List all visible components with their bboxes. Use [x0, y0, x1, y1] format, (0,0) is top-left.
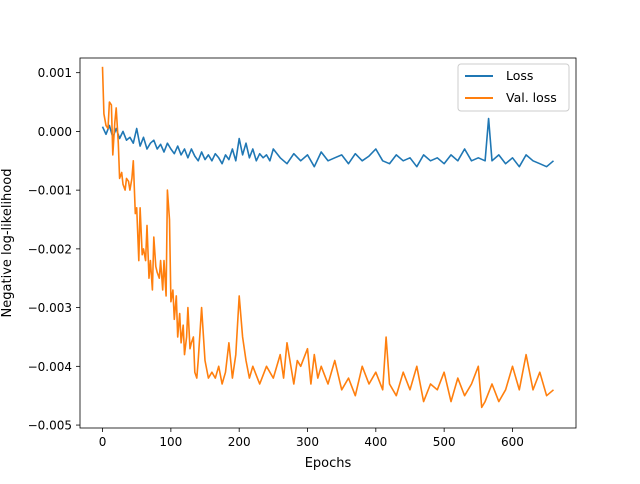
series-line-loss	[101, 117, 555, 168]
x-tick-label: 500	[433, 435, 456, 449]
legend-label-val-loss: Val. loss	[506, 90, 557, 105]
y-tick-label: −0.002	[28, 242, 72, 256]
x-tick-label: 100	[159, 435, 182, 449]
series-layer	[101, 66, 555, 409]
x-axis-label: Epochs	[305, 456, 352, 471]
x-tick-label: 0	[99, 435, 107, 449]
y-axis-label: Negative log-likelihood	[0, 169, 15, 318]
x-tick-label: 400	[364, 435, 387, 449]
plot-frame	[79, 57, 577, 429]
series-line-val-loss	[101, 66, 555, 409]
y-tick-label: −0.001	[28, 184, 72, 198]
y-tick-label: −0.004	[28, 360, 72, 374]
legend: Loss Val. loss	[457, 63, 570, 112]
x-tick-label: 600	[501, 435, 524, 449]
tick-layer: 0 100 200 300 400 500 600 0.001 0.000 −0.001 −0.00…	[28, 66, 524, 449]
x-tick-label: 300	[296, 435, 319, 449]
legend-label-loss: Loss	[506, 68, 533, 83]
y-tick-label: 0.000	[38, 125, 72, 139]
y-tick-label: −0.005	[28, 419, 72, 433]
y-tick-label: 0.001	[38, 66, 72, 80]
x-tick-label: 200	[228, 435, 251, 449]
y-tick-label: −0.003	[28, 301, 72, 315]
